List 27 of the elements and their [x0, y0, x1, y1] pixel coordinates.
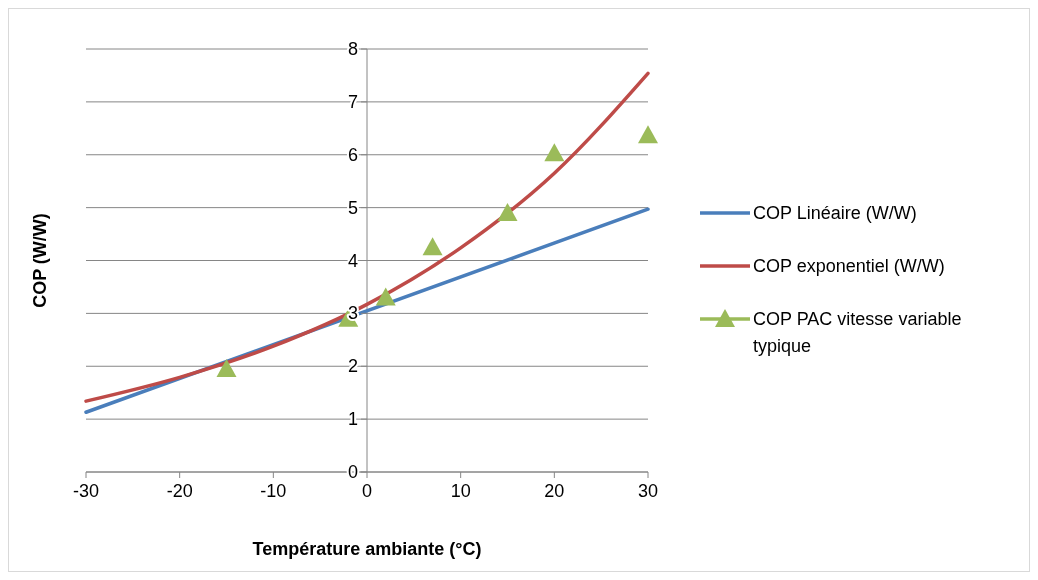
y-tick-label: 0: [347, 462, 358, 482]
x-tick-label: 30: [637, 481, 659, 501]
legend-label: COP Linéaire (W/W): [753, 203, 917, 223]
line-series: [84, 71, 650, 403]
y-tick-label: 1: [347, 409, 358, 430]
point: [375, 287, 396, 306]
y-tick-label: 5: [347, 197, 358, 218]
point: [497, 202, 518, 221]
y-tick-label: 2: [347, 356, 358, 377]
x-tick-label: 20: [544, 481, 565, 501]
y-tick-label: 7: [347, 91, 358, 112]
x-tick-label: -30: [72, 481, 100, 501]
x-tick-label: 0: [361, 481, 373, 501]
point: [638, 125, 658, 144]
legend-label: COP PAC vitesse variable typique: [753, 309, 962, 356]
x-axis-title: Température ambiante (°C): [252, 539, 482, 559]
x-tick-label: -20: [166, 481, 193, 501]
x-tick-label: -10: [260, 481, 287, 501]
point: [422, 237, 443, 256]
point: [216, 358, 237, 377]
point: [544, 143, 565, 162]
x-tick-label: 10: [450, 481, 471, 501]
y-tick-label: 4: [347, 250, 358, 271]
y-tick-label: 6: [347, 144, 358, 165]
y-axis-title: COP (W/W): [30, 213, 50, 308]
legend-label: COP exponentiel (W/W): [753, 256, 945, 276]
y-tick-label: 8: [347, 39, 358, 59]
